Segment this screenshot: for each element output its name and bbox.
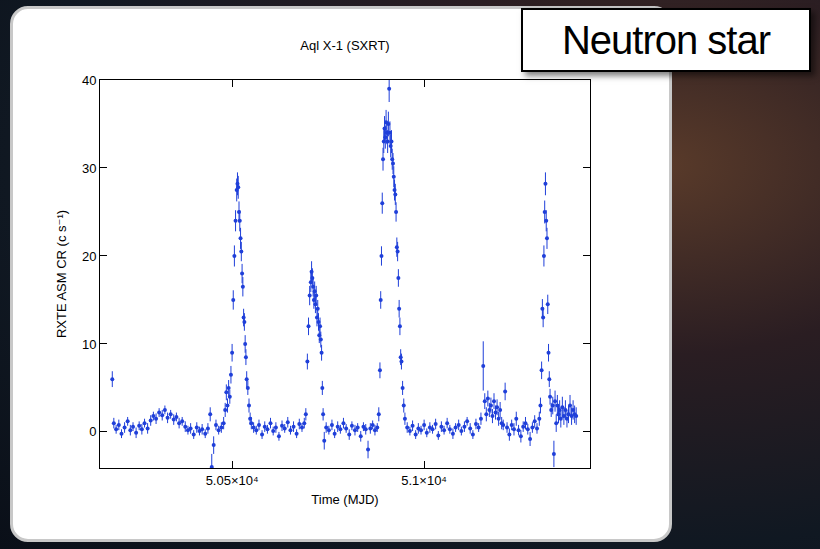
svg-text:5.1×10⁴: 5.1×10⁴ — [401, 473, 447, 488]
svg-text:Aql X-1 (SXRT): Aql X-1 (SXRT) — [300, 38, 389, 53]
svg-text:5.05×10⁴: 5.05×10⁴ — [206, 473, 259, 488]
html-text:Neutron star: Neutron star — [561, 17, 770, 62]
svg-text:10: 10 — [82, 337, 96, 352]
svg-text:Time (MJD): Time (MJD) — [311, 492, 378, 507]
svg-text:20: 20 — [82, 249, 96, 264]
svg-text:RXTE ASM CR (c s⁻¹): RXTE ASM CR (c s⁻¹) — [54, 210, 69, 338]
svg-text:40: 40 — [82, 73, 96, 88]
svg-text:30: 30 — [82, 161, 96, 176]
svg-text:0: 0 — [89, 424, 96, 439]
